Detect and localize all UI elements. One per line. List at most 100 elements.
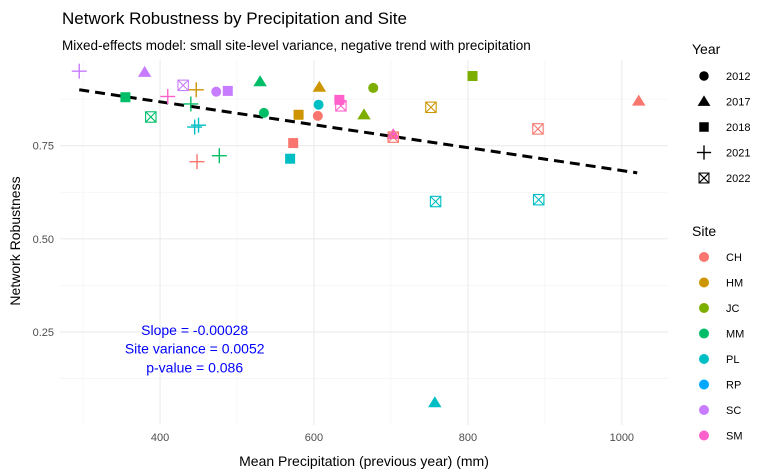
data-point <box>632 94 646 106</box>
data-point <box>191 117 207 133</box>
data-point <box>386 128 400 140</box>
grid-lines <box>60 60 668 425</box>
data-point <box>285 153 296 164</box>
legend-year-key <box>696 145 712 160</box>
legend-site-label: SM <box>726 431 743 443</box>
data-point <box>357 108 371 120</box>
legend-site-label: SC <box>726 405 741 417</box>
data-point <box>334 94 345 105</box>
box-diag <box>335 100 347 112</box>
x-tick-label: 400 <box>151 432 169 444</box>
data-point <box>188 82 204 98</box>
x-axis-label: Mean Precipitation (previous year) (mm) <box>239 453 489 469</box>
triangle-mark <box>386 128 400 140</box>
square-mark <box>222 85 233 96</box>
box-diag <box>532 123 544 135</box>
data-point <box>258 107 269 118</box>
legend-site-title: Site <box>692 223 716 239</box>
y-tick-label: 0.50 <box>33 234 54 246</box>
box-outline <box>532 193 545 206</box>
data-point <box>183 96 199 112</box>
box-diag <box>177 79 189 91</box>
box-outline <box>145 111 157 123</box>
data-point <box>387 131 399 143</box>
box-diag <box>145 111 157 123</box>
legend-site-key <box>699 354 709 364</box>
plot-panel: 0.25 0.50 0.75 400 600 800 1000 Slope = -0.00… <box>33 60 668 444</box>
legend-year-key <box>698 172 710 184</box>
box-outline <box>532 123 544 135</box>
data-point <box>222 85 233 96</box>
legend-year-label: 2021 <box>726 148 750 160</box>
triangle-mark <box>312 80 327 92</box>
square-mark <box>293 109 304 120</box>
data-point <box>467 71 478 82</box>
data-point <box>293 109 304 120</box>
box-outline <box>425 101 437 114</box>
legend-site-label: RP <box>726 380 741 392</box>
legend-site-key <box>699 303 709 313</box>
square-mark <box>699 122 709 132</box>
legend-site-label: HM <box>726 278 743 290</box>
box-outline <box>387 131 399 143</box>
data-point <box>288 138 299 149</box>
square-mark <box>285 153 296 164</box>
y-tick-label: 0.75 <box>33 141 54 153</box>
data-point <box>532 123 544 135</box>
x-tick-label: 1000 <box>610 432 634 444</box>
data-point <box>160 89 176 104</box>
legend-year: Year 2012 2017 2018 2021 2022 <box>692 41 750 185</box>
circle-mark <box>258 107 269 118</box>
box-diag <box>698 172 710 184</box>
y-axis-ticks: 0.25 0.50 0.75 <box>33 141 54 339</box>
chart-title: Network Robustness by Precipitation and … <box>62 9 407 28</box>
legend-site-key <box>699 430 709 441</box>
circle-mark <box>368 82 379 93</box>
legend-year-label: 2012 <box>726 71 750 83</box>
legend-site-label: MM <box>726 329 744 341</box>
square-mark <box>334 94 345 105</box>
circle-mark <box>312 110 323 121</box>
box-diag <box>387 131 399 143</box>
circle-mark <box>699 71 709 81</box>
triangle-mark <box>357 108 371 120</box>
data-point <box>313 99 324 110</box>
box-diag <box>429 195 442 208</box>
data-point <box>211 86 222 97</box>
y-tick-label: 0.25 <box>33 327 54 339</box>
box-diag <box>533 194 545 206</box>
legend-site-label: CH <box>726 252 742 264</box>
box-outline <box>429 195 442 208</box>
box-outline <box>177 79 189 92</box>
data-point <box>145 111 157 123</box>
annotation-text: p-value = 0.086 <box>146 359 243 375</box>
legend-year-label: 2018 <box>726 122 750 134</box>
triangle-mark <box>697 95 711 106</box>
data-point <box>120 92 131 103</box>
data-point <box>429 195 442 208</box>
chart-subtitle: Mixed-effects model: small site-level va… <box>62 38 531 53</box>
data-point <box>335 100 347 112</box>
box-outline <box>698 172 710 184</box>
legend-site-key <box>699 379 709 390</box>
box-diag <box>425 101 437 113</box>
data-point <box>428 396 442 408</box>
legend-site-label: PL <box>726 354 739 366</box>
data-point <box>312 80 327 92</box>
legend-year-key <box>699 122 709 132</box>
data-point <box>532 193 545 206</box>
legend-year-key <box>697 95 711 106</box>
x-tick-label: 600 <box>305 432 323 444</box>
legend-year-label: 2017 <box>726 97 750 109</box>
data-point <box>137 65 152 77</box>
triangle-mark <box>428 396 442 408</box>
data-point <box>312 110 323 121</box>
data-point <box>177 79 189 92</box>
annotation-text: Site variance = 0.0052 <box>125 341 265 357</box>
data-point <box>189 154 205 170</box>
legend-site-key <box>699 252 709 262</box>
circle-mark <box>313 99 324 110</box>
triangle-mark <box>632 94 646 106</box>
x-tick-label: 800 <box>459 432 477 444</box>
